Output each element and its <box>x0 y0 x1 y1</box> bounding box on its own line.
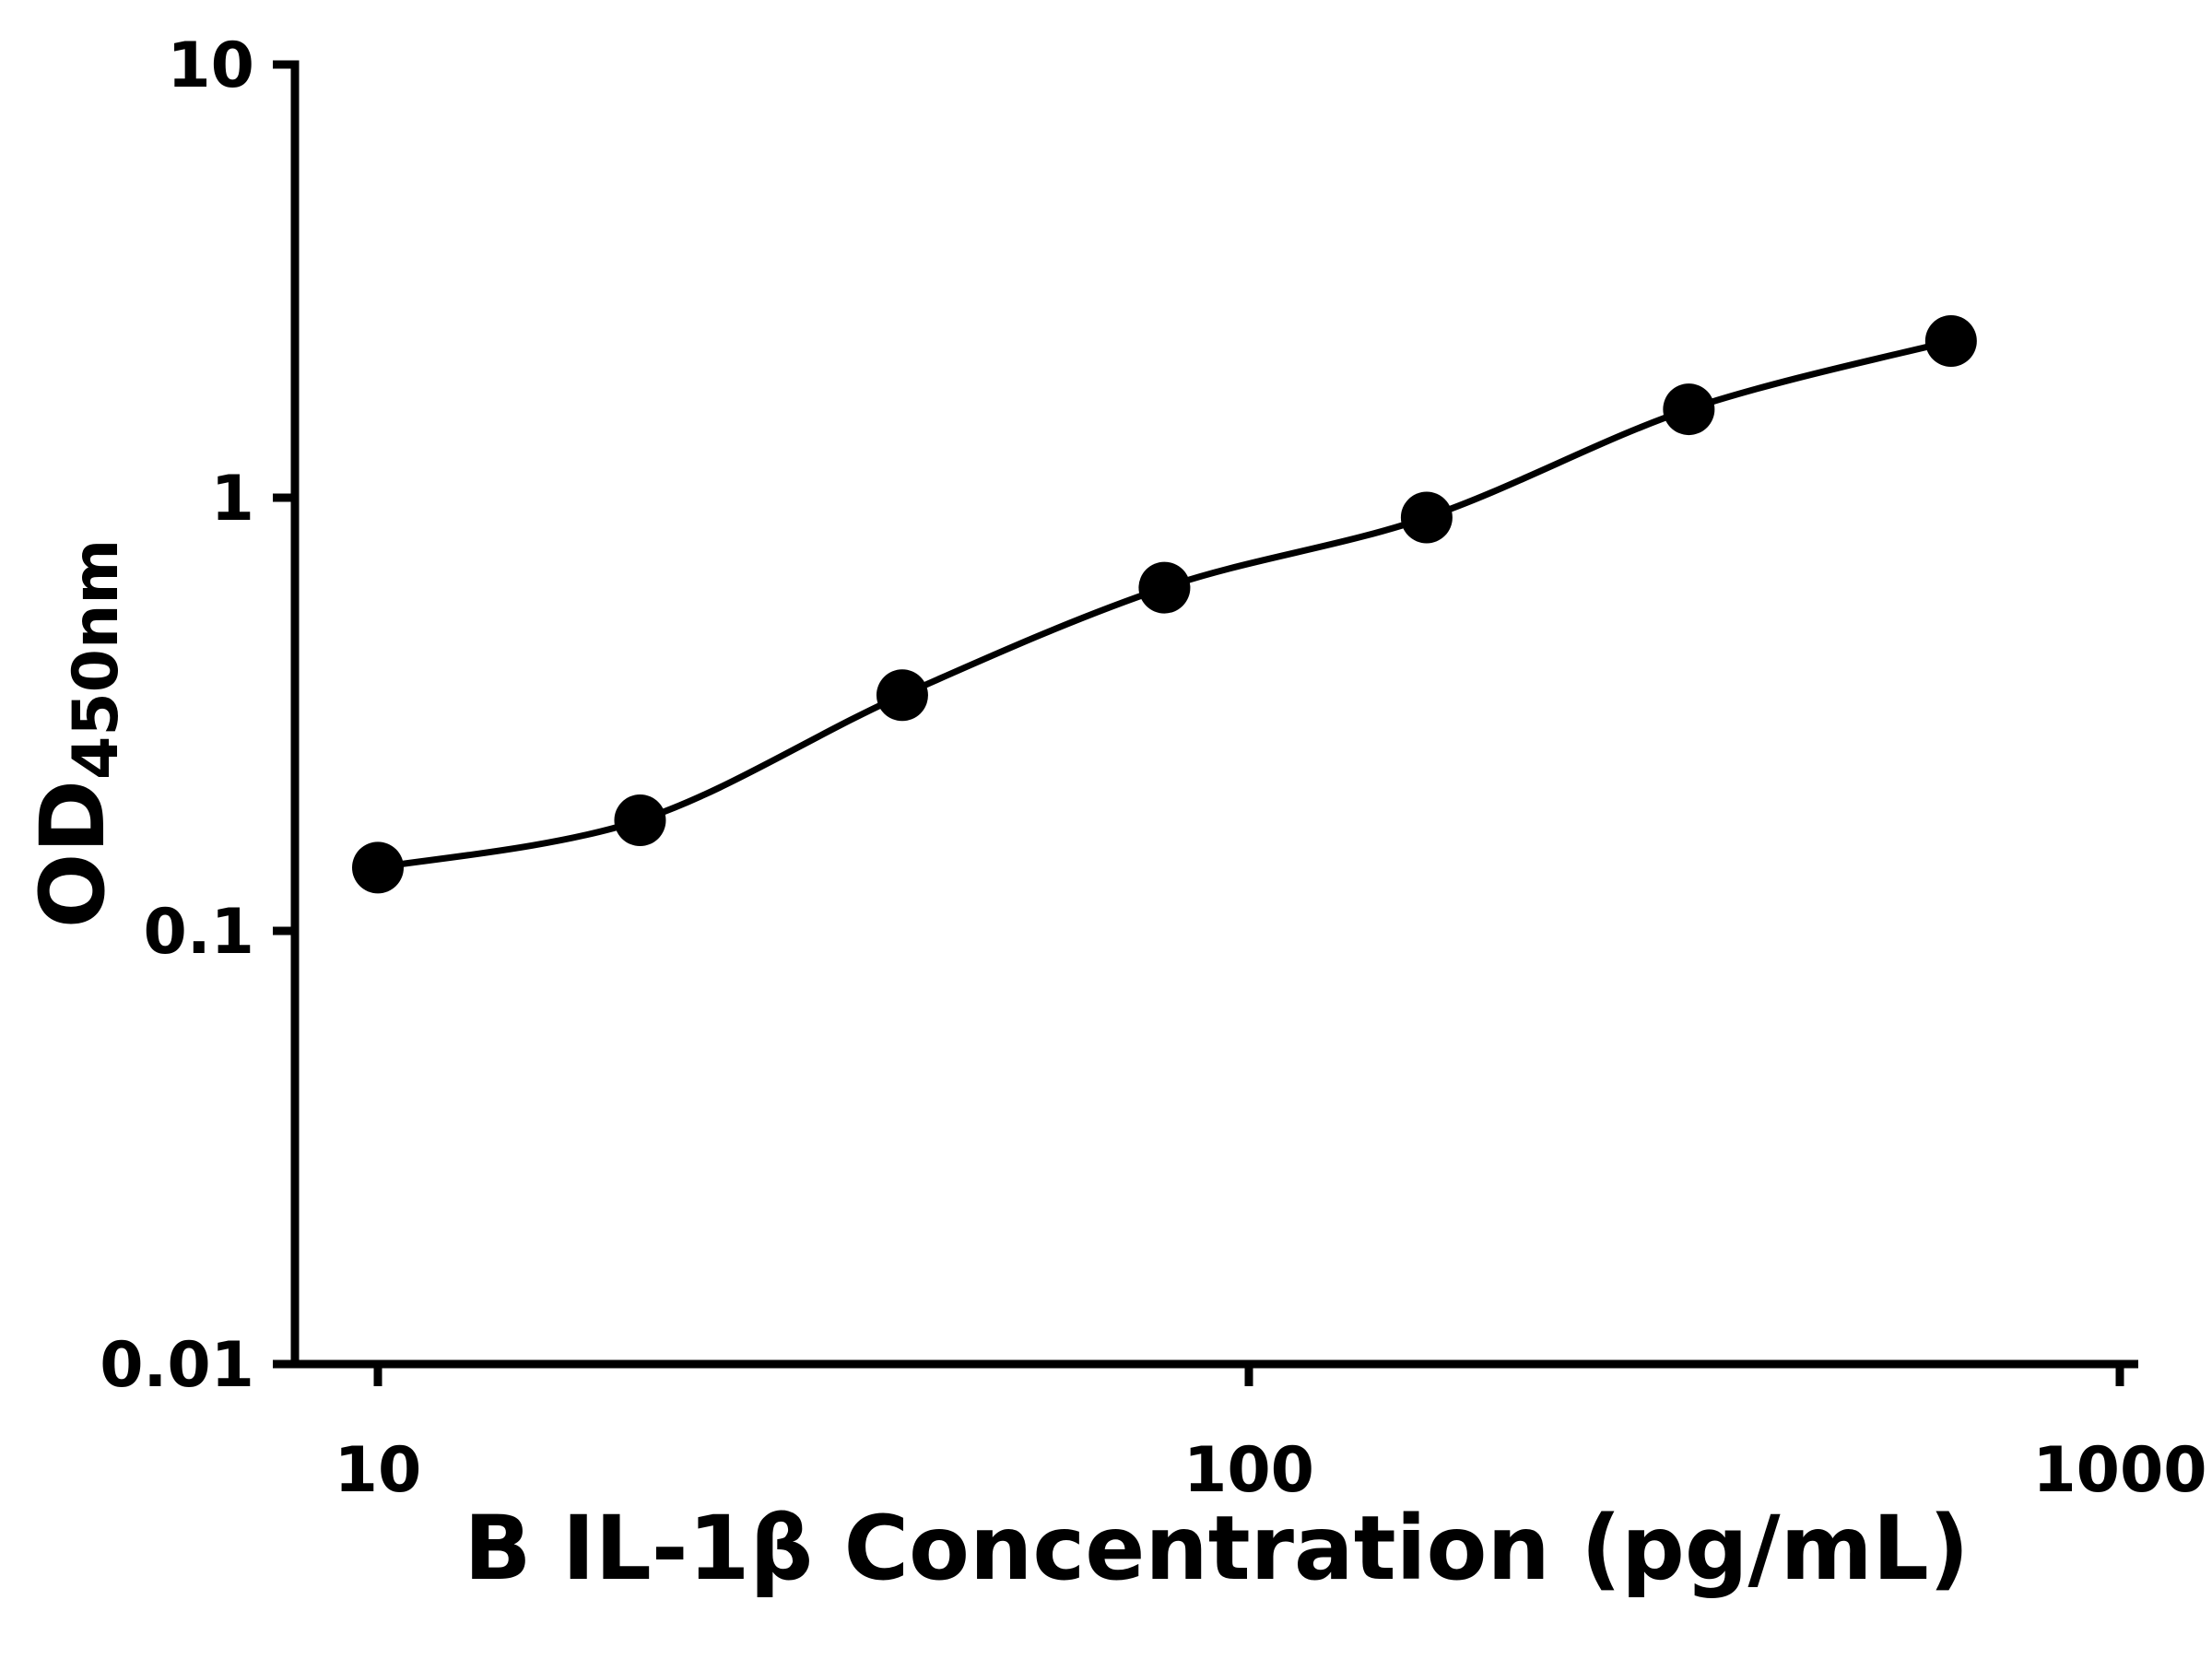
x-tick-label: 100 <box>1183 1434 1314 1507</box>
axes <box>290 60 2138 1369</box>
y-axis-title: OD450nm <box>21 539 133 929</box>
x-tick-label: 10 <box>335 1434 422 1507</box>
data-point <box>1663 383 1715 436</box>
data-point <box>1400 491 1453 544</box>
data-point <box>614 794 666 847</box>
y-tick-label: 10 <box>167 29 254 102</box>
x-axis-title: B IL-1β Concentration (pg/mL) <box>295 1504 2138 1593</box>
x-tick-label: 1000 <box>2032 1434 2206 1507</box>
data-point <box>1924 314 1977 367</box>
y-tick-label: 0.1 <box>144 896 254 969</box>
y-tick-label: 0.01 <box>100 1329 254 1402</box>
y-axis-title-main: OD <box>21 779 125 929</box>
data-point <box>876 669 928 722</box>
data-point <box>1138 561 1191 614</box>
data-point <box>352 841 404 894</box>
y-axis-title-sub: 450nm <box>59 538 133 780</box>
y-tick-label: 1 <box>211 463 254 535</box>
x-axis-title-text: B IL-1β Concentration (pg/mL) <box>464 1497 1970 1600</box>
